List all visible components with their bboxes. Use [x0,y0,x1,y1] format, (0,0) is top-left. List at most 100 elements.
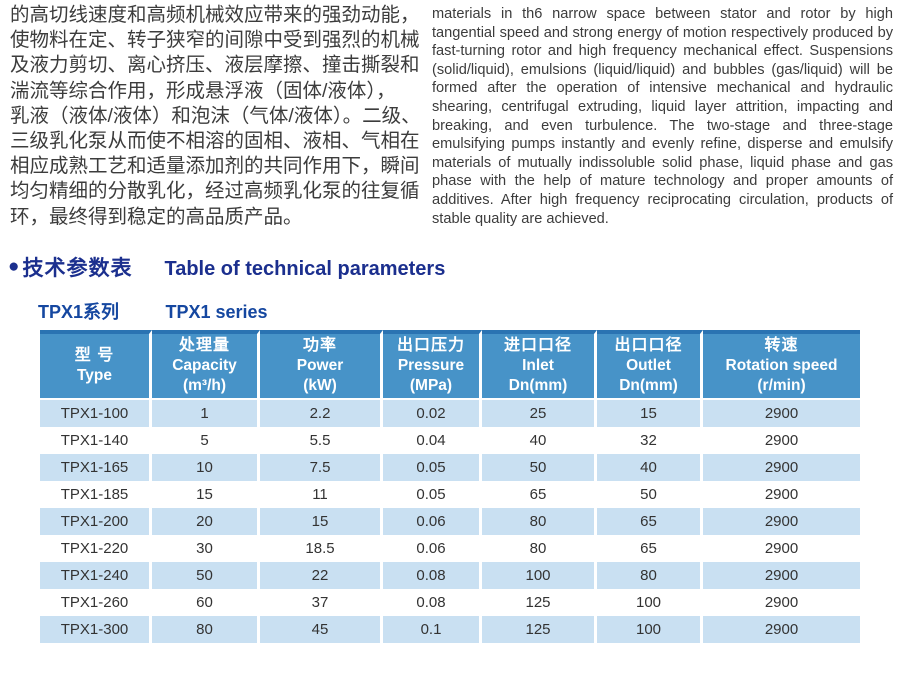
column-header-type: 型 号 Type [40,330,152,400]
table-row: TPX1-185 15 11 0.05 65 50 2900 [40,481,860,508]
table-cell: 50 [152,562,260,589]
table-cell: 15 [597,400,703,427]
intro-zh-line: 均匀精细的分散乳化，经过高频乳化泵的往复循 [10,180,420,203]
intro-paragraph-zh: 的高切线速度和高频机械效应带来的强劲动能， 使物料在定、转子狭窄的间隙中受到强烈… [10,3,430,230]
table-cell: 65 [597,508,703,535]
table-cell: 0.05 [383,454,482,481]
column-header-label: Pressure [397,357,465,374]
table-cell: 15 [152,481,260,508]
column-header-label: Dn(mm) [508,377,568,394]
column-header-pressure: 出口压力 Pressure (MPa) [383,330,482,400]
table-cell: 0.04 [383,427,482,454]
intro-zh-line: 湍流等综合作用，形成悬浮液（固体/液体）， [10,79,396,102]
table-row: TPX1-300 80 45 0.1 125 100 2900 [40,616,860,643]
column-header-label: 处理量 [178,337,230,354]
column-header-label: Inlet [522,357,554,374]
table-cell: TPX1-100 [40,400,152,427]
table-cell: 2.2 [260,400,383,427]
table-cell: 40 [482,427,597,454]
table-cell: 65 [482,481,597,508]
table-cell: 2900 [703,400,860,427]
intro-zh-line: 环，最终得到稳定的高品质产品。 [10,205,303,228]
column-header-outlet: 出口口径 Outlet Dn(mm) [597,330,703,400]
table-cell: 100 [597,589,703,616]
column-header-label: 转速 [764,337,799,354]
section-heading: ● 技术参数表 Table of technical parameters [8,252,445,282]
intro-zh-line: 及液力剪切、离心挤压、液层摩擦、撞击撕裂和 [10,54,420,77]
table-row: TPX1-260 60 37 0.08 125 100 2900 [40,589,860,616]
table-cell: 80 [482,508,597,535]
section-title-zh: 技术参数表 [22,257,133,280]
table-cell: 22 [260,562,383,589]
table-cell: 2900 [703,535,860,562]
table-cell: 2900 [703,481,860,508]
table-cell: 37 [260,589,383,616]
intro-zh-line: 乳液（液体/液体）和泡沫（气体/液体）。二级、 [10,104,421,127]
table-cell: 2900 [703,616,860,643]
column-header-capacity: 处理量 Capacity (m³/h) [152,330,260,400]
column-header-inlet: 进口口径 Inlet Dn(mm) [482,330,597,400]
table-cell: 80 [597,562,703,589]
table-cell: 5 [152,427,260,454]
table-cell: 5.5 [260,427,383,454]
table-cell: TPX1-200 [40,508,152,535]
table-cell: TPX1-300 [40,616,152,643]
table-cell: 2900 [703,562,860,589]
intro-zh-line: 的高切线速度和高频机械效应带来的强劲动能， [10,4,420,26]
table-cell: 40 [597,454,703,481]
table-cell: 0.06 [383,535,482,562]
table-row: TPX1-140 5 5.5 0.04 40 32 2900 [40,427,860,454]
table-cell: 0.02 [383,400,482,427]
table-row: TPX1-100 1 2.2 0.02 25 15 2900 [40,400,860,427]
series-title-zh: TPX1系列 [38,302,120,322]
table-cell: 0.08 [383,562,482,589]
table-cell: 15 [260,508,383,535]
table-cell: 2900 [703,589,860,616]
table-cell: 60 [152,589,260,616]
table-cell: 50 [597,481,703,508]
table-header: 型 号 Type 处理量 Capacity (m³/h) 功率 Power (k… [40,330,860,400]
table-cell: 50 [482,454,597,481]
table-cell: TPX1-220 [40,535,152,562]
table-cell: 125 [482,589,597,616]
column-header-label: 出口压力 [396,337,465,354]
column-header-label: Capacity [172,357,237,374]
column-header-label: Type [76,367,113,384]
table-cell: 11 [260,481,383,508]
table-cell: 2900 [703,508,860,535]
table-cell: 2900 [703,454,860,481]
column-header-label: (kW) [303,377,337,394]
table-body: TPX1-100 1 2.2 0.02 25 15 2900 TPX1-140 5 5.5 0.04… [40,400,860,643]
table-cell: 100 [482,562,597,589]
section-title-en: Table of technical parameters [164,258,446,280]
table-cell: 0.1 [383,616,482,643]
column-header-label: Rotation speed [725,357,838,374]
column-header-label: 进口口径 [503,337,572,354]
table-cell: 80 [482,535,597,562]
column-header-label: 型 号 [74,347,115,364]
column-header-label: (MPa) [409,377,453,394]
table-cell: 30 [152,535,260,562]
column-header-label: Power [296,357,344,374]
table-row: TPX1-165 10 7.5 0.05 50 40 2900 [40,454,860,481]
column-header-label: Dn(mm) [619,377,678,394]
table-header-row: 型 号 Type 处理量 Capacity (m³/h) 功率 Power (k… [40,330,860,400]
table-row: TPX1-200 20 15 0.06 80 65 2900 [40,508,860,535]
table-cell: 7.5 [260,454,383,481]
table-cell: 45 [260,616,383,643]
bullet-icon: ● [8,256,20,277]
table-cell: 10 [152,454,260,481]
parameters-table: 型 号 Type 处理量 Capacity (m³/h) 功率 Power (k… [40,330,860,643]
table-cell: 0.05 [383,481,482,508]
table-row: TPX1-240 50 22 0.08 100 80 2900 [40,562,860,589]
column-header-rotation-speed: 转速 Rotation speed (r/min) [703,330,860,400]
table-cell: TPX1-185 [40,481,152,508]
table-cell: 0.08 [383,589,482,616]
column-header-label: Outlet [626,357,671,374]
table-cell: 125 [482,616,597,643]
table-cell: 20 [152,508,260,535]
series-heading: TPX1系列 TPX1 series [38,298,268,324]
column-header-label: (m³/h) [182,377,227,394]
series-title-en: TPX1 series [165,302,268,322]
